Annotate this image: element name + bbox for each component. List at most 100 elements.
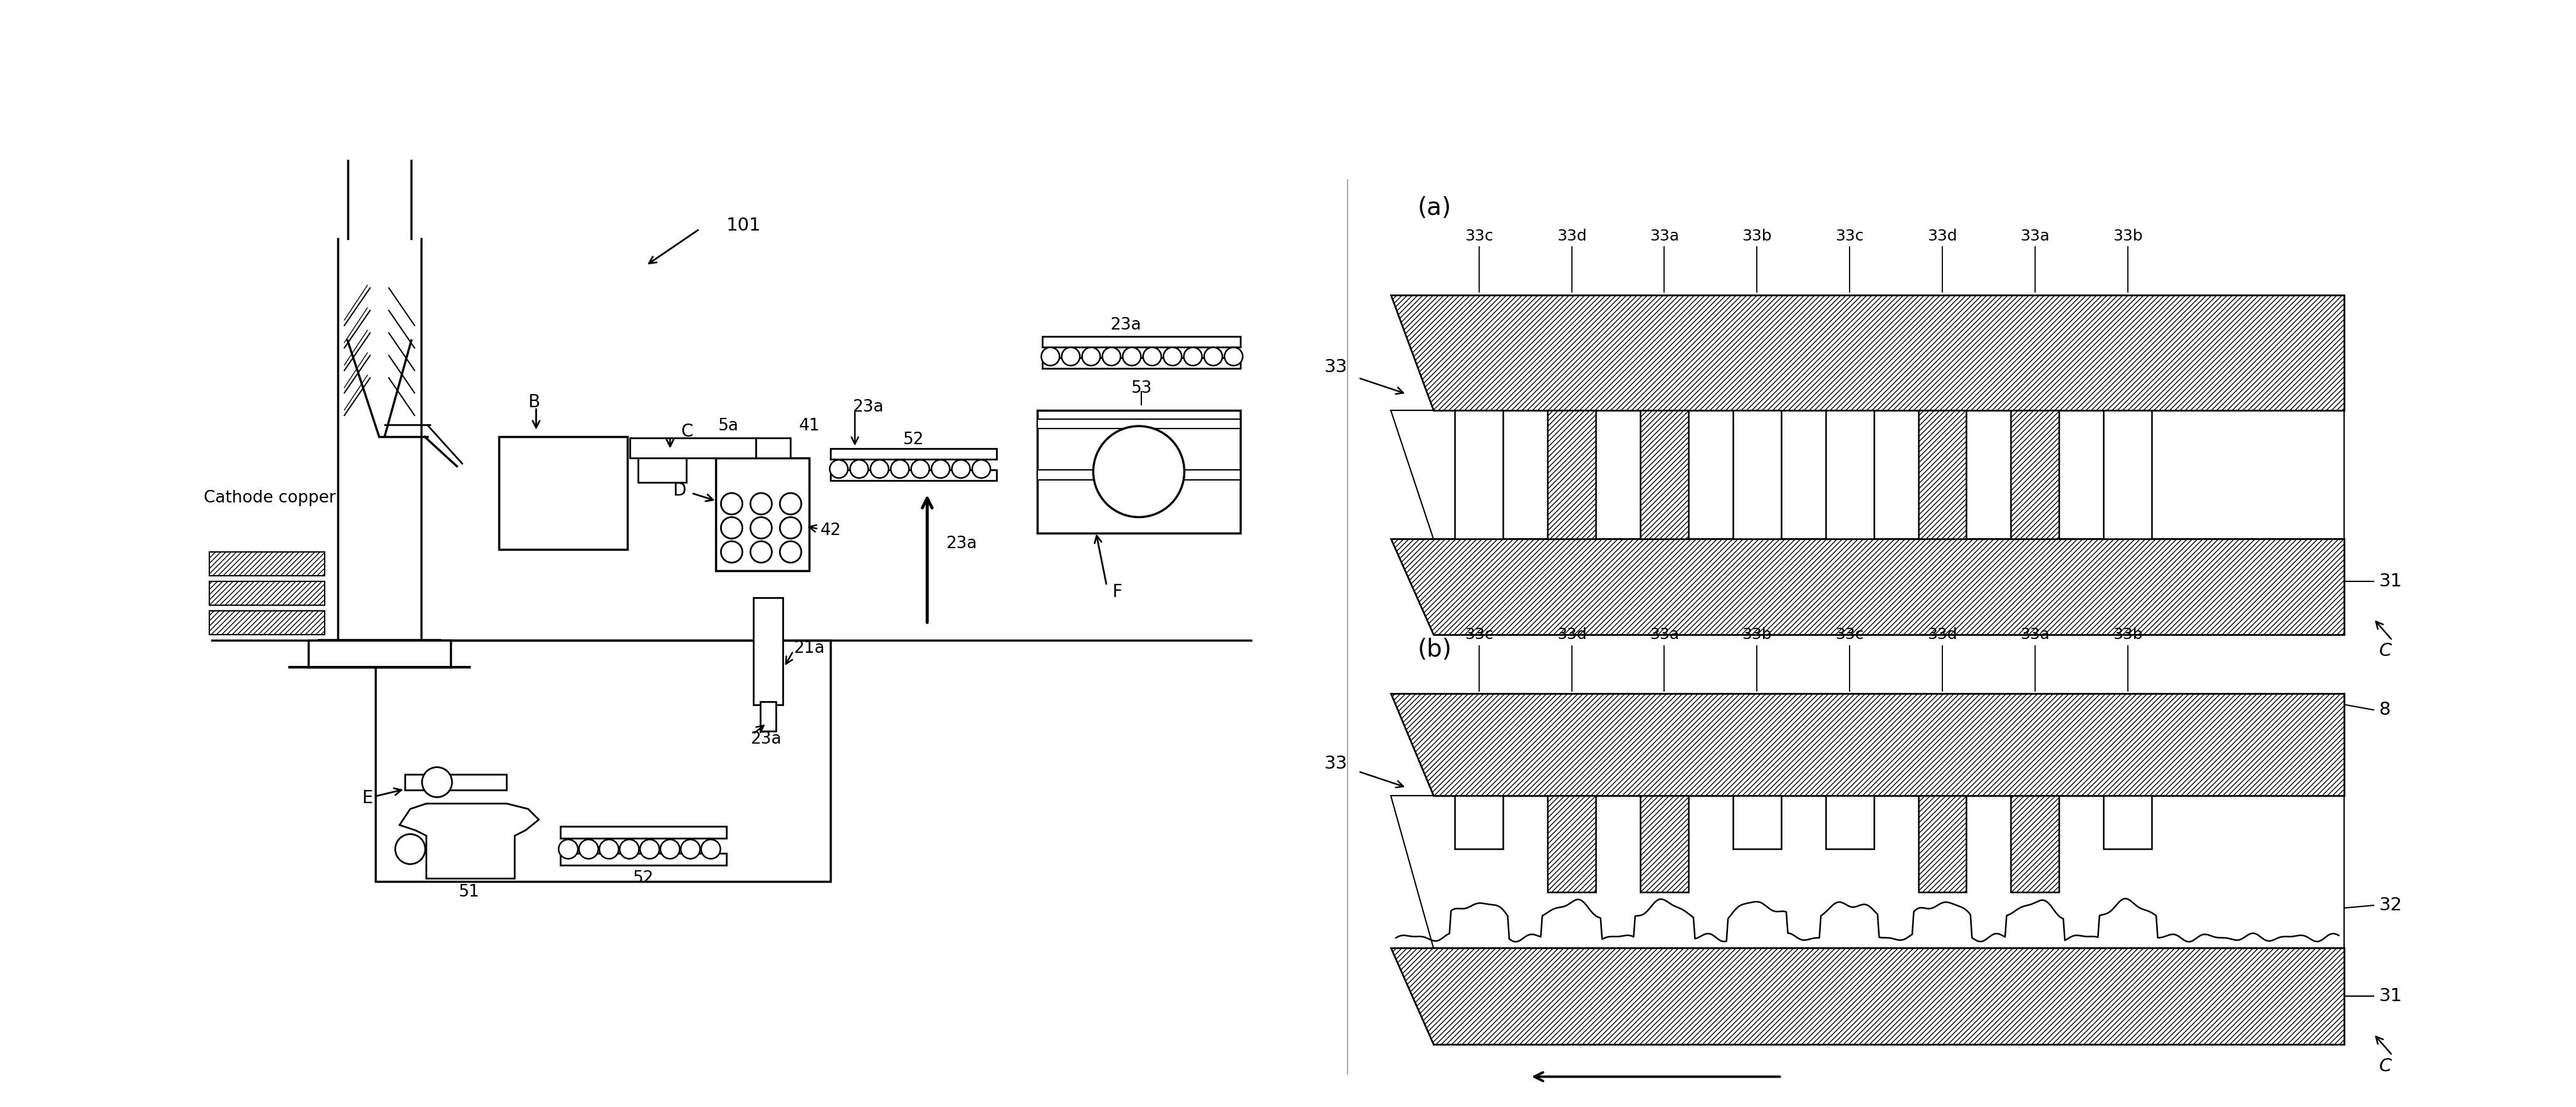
Circle shape [1123,348,1141,365]
Bar [1734,410,1780,538]
Text: 42: 42 [819,523,840,539]
Circle shape [600,839,618,859]
Bar [1455,410,1502,538]
Bar [1826,410,1873,538]
Circle shape [891,459,909,478]
Bar [1038,410,1242,534]
Bar [2012,796,2058,892]
Circle shape [639,839,659,859]
Text: 23a: 23a [945,536,976,552]
Bar [1548,796,1595,892]
Text: 5a: 5a [719,418,739,434]
Circle shape [559,839,577,859]
Text: 33d: 33d [1927,228,1958,244]
Text: 33c: 33c [1466,628,1494,642]
Circle shape [1224,348,1242,365]
Text: 33a: 33a [1649,228,1680,244]
Text: 8: 8 [2378,701,2391,718]
Text: A: A [410,0,422,2]
Text: Cathode copper: Cathode copper [204,490,335,506]
Text: 32: 32 [2378,897,2403,914]
Bar [2012,796,2058,892]
Text: 52: 52 [634,870,654,887]
Circle shape [933,459,951,478]
Text: C: C [680,423,693,441]
Polygon shape [1391,538,2344,635]
Text: F: F [1113,583,1123,601]
Bar [1038,470,1242,479]
Polygon shape [1391,410,2344,538]
Bar [1043,358,1242,369]
Text: 31: 31 [2378,572,2403,590]
Bar [1919,410,1965,538]
Text: 33: 33 [1324,359,1347,376]
Circle shape [1203,348,1224,365]
Circle shape [1092,426,1185,517]
Circle shape [580,839,598,859]
Circle shape [659,839,680,859]
Text: 31: 31 [2378,987,2403,1005]
Circle shape [781,493,801,515]
Circle shape [721,517,742,538]
Text: E: E [361,789,374,807]
Text: 33: 33 [1324,755,1347,773]
Bar [1919,796,1965,892]
Text: 33c: 33c [1837,228,1865,244]
Bar [1919,796,1965,892]
Text: 51: 51 [459,883,479,900]
Text: 33b: 33b [2112,228,2143,244]
Circle shape [721,541,742,562]
Bar [1548,796,1595,892]
Circle shape [1185,348,1203,365]
Bar [1043,337,1242,346]
Bar [639,453,685,483]
Circle shape [1041,348,1059,365]
Text: 33c: 33c [1837,628,1865,642]
Text: 23a: 23a [750,732,781,747]
Circle shape [912,459,930,478]
Polygon shape [1391,694,2344,796]
Text: 33a: 33a [2020,628,2050,642]
Bar [832,448,997,459]
Bar [1548,410,1595,538]
Bar [1641,796,1687,892]
Circle shape [680,839,701,859]
Bar [752,598,783,704]
Text: 33a: 33a [1649,628,1680,642]
Bar [1548,410,1595,538]
Bar [209,581,325,606]
Bar [1734,796,1780,849]
Bar [1826,796,1873,849]
Text: 33c: 33c [1466,228,1494,244]
Text: (a): (a) [1417,196,1450,219]
Circle shape [750,541,773,562]
Text: 23a: 23a [1110,318,1141,333]
Bar [716,458,809,571]
Text: 21a: 21a [793,640,824,656]
Text: B: B [528,393,541,411]
Circle shape [953,459,971,478]
Text: C: C [2378,642,2391,660]
Circle shape [1061,348,1079,365]
Bar [1919,410,1965,538]
Circle shape [422,767,451,797]
Text: 33d: 33d [1556,628,1587,642]
Circle shape [871,459,889,478]
Bar [832,470,997,480]
Text: 33b: 33b [1741,228,1772,244]
Polygon shape [1391,294,2344,410]
Text: (b): (b) [1417,638,1453,661]
Bar [1641,410,1687,538]
Bar [500,437,626,549]
Bar [2105,410,2151,538]
Bar [209,552,325,576]
Polygon shape [399,804,538,879]
Bar [404,774,507,790]
Text: 52: 52 [904,432,925,447]
Bar [1641,796,1687,892]
Text: 33b: 33b [1741,628,1772,642]
Text: 33a: 33a [2020,228,2050,244]
Bar [376,640,832,881]
Text: 53: 53 [1131,381,1151,396]
Text: 33b: 33b [2112,628,2143,642]
